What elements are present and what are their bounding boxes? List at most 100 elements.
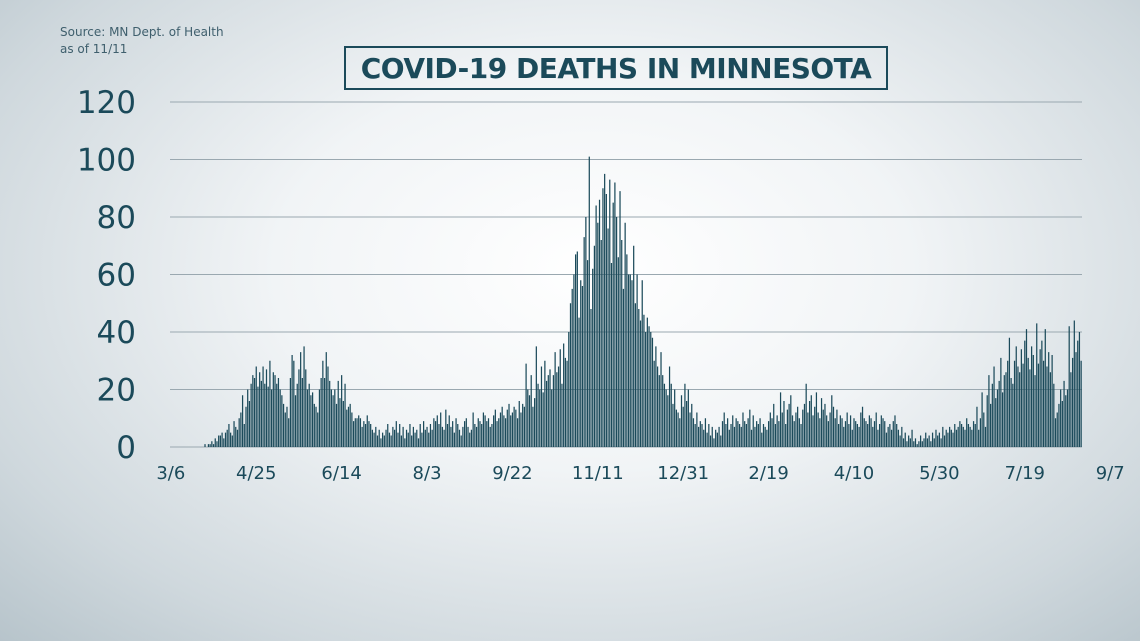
bar [908, 435, 910, 447]
bar [879, 424, 881, 447]
bar [658, 375, 660, 448]
bar [503, 415, 505, 448]
bar [552, 375, 555, 448]
bar [250, 383, 252, 447]
bar [322, 360, 324, 447]
bar [400, 435, 403, 447]
bar [785, 424, 787, 447]
bar [730, 424, 732, 447]
x-tick-label: 11/11 [572, 463, 624, 484]
bar [253, 378, 256, 447]
bar [1042, 360, 1045, 447]
bar [979, 418, 981, 447]
bar [493, 415, 495, 448]
bar [986, 395, 988, 447]
bar [257, 386, 259, 448]
bar [571, 288, 573, 448]
bar [317, 412, 319, 447]
bar [846, 412, 848, 447]
bar [916, 444, 918, 448]
bar [462, 426, 464, 448]
y-axis-ticks: 0 20 40 60 80 100 120 [77, 85, 136, 466]
bar [1015, 346, 1017, 448]
bar [380, 438, 382, 448]
bar [868, 415, 870, 448]
bar [902, 438, 905, 448]
bar [943, 435, 946, 447]
bar [774, 424, 777, 447]
bar [653, 360, 655, 447]
bar [265, 369, 268, 448]
bar [727, 418, 729, 447]
bar [923, 438, 925, 448]
bar [831, 395, 833, 447]
bar [638, 309, 640, 447]
bar [286, 406, 288, 447]
y-tick-label: 60 [97, 258, 136, 294]
bar [995, 398, 997, 448]
bar [457, 424, 459, 447]
bar [499, 412, 502, 447]
bar [298, 369, 300, 448]
bar [808, 401, 811, 447]
bar [742, 412, 744, 447]
bar [810, 395, 812, 447]
bar [884, 421, 886, 448]
bar [844, 421, 847, 448]
bar [602, 188, 604, 447]
bar [942, 426, 944, 448]
bar [918, 441, 920, 447]
bar [474, 424, 476, 447]
bar [1001, 392, 1004, 448]
bar [1008, 337, 1011, 447]
bar [933, 438, 935, 448]
bar [498, 418, 500, 447]
bar [754, 426, 756, 448]
bar [477, 418, 479, 447]
bar [848, 424, 850, 447]
bar [737, 421, 739, 448]
bar [826, 415, 828, 448]
bar [291, 355, 293, 447]
bar [421, 432, 423, 448]
bar [597, 222, 599, 447]
bar [1060, 389, 1062, 447]
bar [260, 380, 262, 448]
bar [762, 424, 765, 447]
bar [219, 435, 221, 447]
bar [720, 435, 722, 447]
bar [342, 401, 344, 447]
bar [1053, 383, 1055, 447]
bar [414, 432, 416, 448]
bar [385, 429, 387, 447]
bar [674, 389, 676, 447]
bar [434, 421, 437, 448]
bar [475, 426, 478, 448]
bar [363, 421, 365, 448]
y-tick-label: 100 [77, 143, 136, 179]
bar [959, 421, 961, 448]
bar [431, 429, 433, 447]
bar [680, 395, 683, 447]
bar [491, 424, 493, 447]
bar [887, 426, 889, 448]
bar [458, 429, 461, 447]
bar [694, 424, 696, 447]
bar [984, 426, 987, 448]
bar [604, 173, 606, 448]
bar [411, 435, 413, 447]
bar [354, 418, 356, 447]
bar [849, 415, 852, 448]
bar [750, 429, 753, 447]
bar [684, 383, 686, 447]
bar [708, 424, 710, 447]
bar [872, 426, 874, 448]
bar [617, 257, 619, 447]
as-of-date: as of 11/11 [60, 42, 128, 56]
bar [264, 383, 266, 447]
bar [619, 191, 621, 448]
bar [240, 412, 242, 447]
bar [718, 426, 720, 448]
x-tick-label: 4/10 [834, 463, 874, 484]
bar [643, 314, 645, 447]
